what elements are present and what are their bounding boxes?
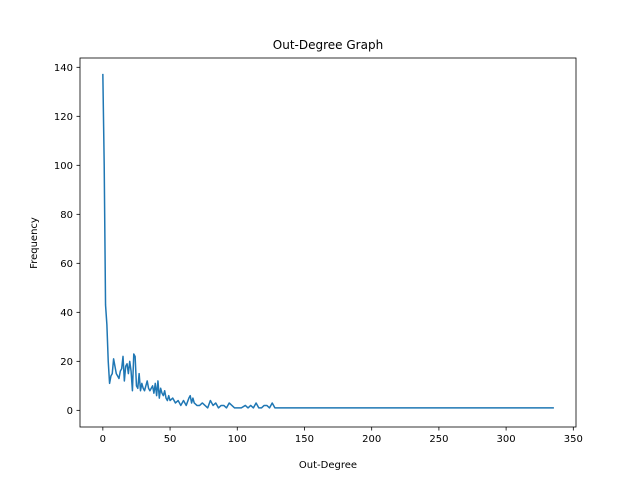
y-tick-label: 20 bbox=[60, 357, 73, 368]
plot-frame bbox=[79, 57, 577, 428]
x-tick-label: 100 bbox=[228, 434, 247, 445]
series-line-0 bbox=[102, 73, 554, 409]
y-tick-label: 60 bbox=[60, 259, 73, 270]
x-tick-label: 250 bbox=[429, 434, 448, 445]
y-axis-label: Frequency bbox=[29, 217, 40, 269]
y-tick-label: 140 bbox=[54, 63, 73, 74]
x-tick-label: 50 bbox=[164, 434, 177, 445]
series-layer bbox=[102, 73, 554, 409]
y-tick-label: 80 bbox=[60, 210, 73, 221]
y-tick-label: 40 bbox=[60, 308, 73, 319]
y-tick-label: 100 bbox=[54, 161, 73, 172]
x-axis-ticks: 0 50 100 150 200 250 300 350 bbox=[100, 427, 583, 445]
x-tick-label: 0 bbox=[100, 434, 106, 445]
y-tick-label: 120 bbox=[54, 112, 73, 123]
y-axis-ticks: 0 20 40 60 80 100 120 140 bbox=[54, 63, 80, 417]
x-tick-label: 200 bbox=[362, 434, 381, 445]
x-tick-label: 150 bbox=[295, 434, 314, 445]
y-tick-label: 0 bbox=[67, 406, 73, 417]
x-axis-label: Out-Degree bbox=[299, 460, 357, 471]
chart-title: Out-Degree Graph bbox=[273, 38, 383, 52]
x-tick-label: 300 bbox=[497, 434, 516, 445]
x-tick-label: 350 bbox=[564, 434, 583, 445]
